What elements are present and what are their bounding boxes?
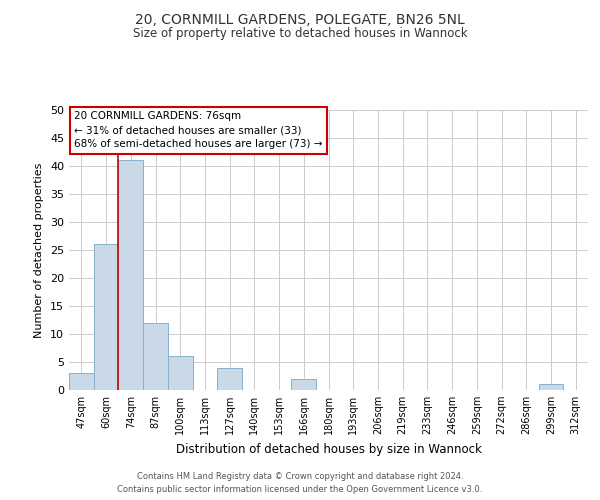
Bar	[217, 368, 242, 390]
Y-axis label: Number of detached properties: Number of detached properties	[34, 162, 44, 338]
Bar	[168, 356, 193, 390]
Bar	[143, 323, 168, 390]
Text: Contains HM Land Registry data © Crown copyright and database right 2024.: Contains HM Land Registry data © Crown c…	[137, 472, 463, 481]
Bar	[94, 244, 118, 390]
Bar	[539, 384, 563, 390]
Bar	[69, 373, 94, 390]
Text: Size of property relative to detached houses in Wannock: Size of property relative to detached ho…	[133, 28, 467, 40]
X-axis label: Distribution of detached houses by size in Wannock: Distribution of detached houses by size …	[176, 442, 481, 456]
Text: 20, CORNMILL GARDENS, POLEGATE, BN26 5NL: 20, CORNMILL GARDENS, POLEGATE, BN26 5NL	[135, 12, 465, 26]
Bar	[118, 160, 143, 390]
Text: Contains public sector information licensed under the Open Government Licence v3: Contains public sector information licen…	[118, 485, 482, 494]
Text: 20 CORNMILL GARDENS: 76sqm
← 31% of detached houses are smaller (33)
68% of semi: 20 CORNMILL GARDENS: 76sqm ← 31% of deta…	[74, 112, 323, 150]
Bar	[292, 379, 316, 390]
